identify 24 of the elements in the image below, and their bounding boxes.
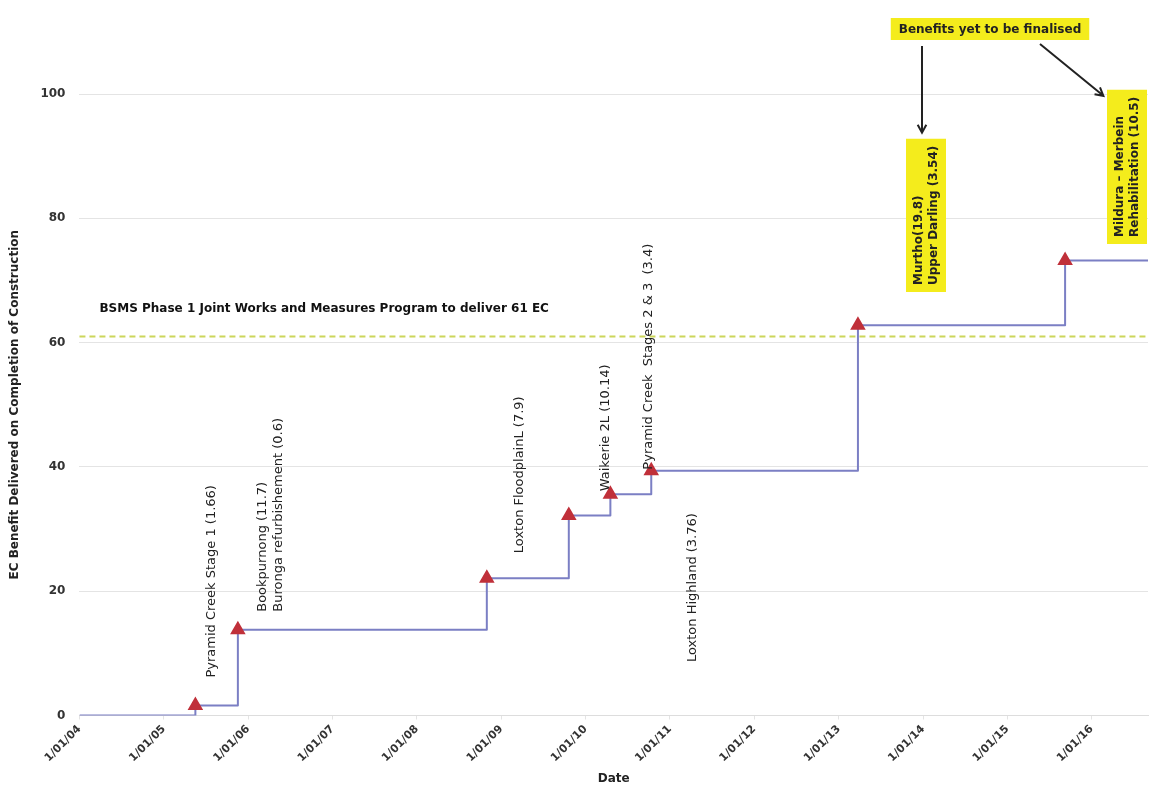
annotation: Pyramid Creek Stages 2 & 3 (3.4) xyxy=(639,243,655,470)
annotation: Bookpurnong (11.7) Buronga refurbishement (0.6) xyxy=(254,417,286,612)
point xyxy=(230,621,245,635)
point xyxy=(479,570,494,583)
annotation: Loxton Highland (3.76) xyxy=(684,513,700,662)
y-axis-title: EC Benefit Delivered on Completion of Construction xyxy=(7,229,22,580)
point xyxy=(850,317,865,330)
point xyxy=(1058,252,1073,266)
point xyxy=(188,697,203,711)
ref-line-label: BSMS Phase 1 Joint Works and Measures Program to deliver 61 EC xyxy=(99,300,550,315)
annotation: Pyramid Creek Stage 1 (1.66) xyxy=(202,485,218,678)
y-tick-label: 20 xyxy=(48,583,66,598)
y-tick-label: 100 xyxy=(40,86,66,101)
y-tick-label: 40 xyxy=(48,459,66,474)
y-tick-label: 80 xyxy=(48,210,66,225)
text: Benefits yet to be finalised xyxy=(898,22,1082,37)
annotation: Waikerie 2L (10.14) xyxy=(596,364,612,492)
y-tick-label: 60 xyxy=(48,334,66,349)
annotation: Mildura – Merbein Rehabilitation (10.5) xyxy=(1111,96,1141,237)
y-tick-label: 0 xyxy=(57,707,66,722)
x-axis-title: Date xyxy=(597,770,630,785)
annotation: Loxton FloodplainL (7.9) xyxy=(511,396,527,554)
annotation: Murtho(19.8) Upper Darling (3.54) xyxy=(910,145,940,285)
point xyxy=(561,507,576,520)
